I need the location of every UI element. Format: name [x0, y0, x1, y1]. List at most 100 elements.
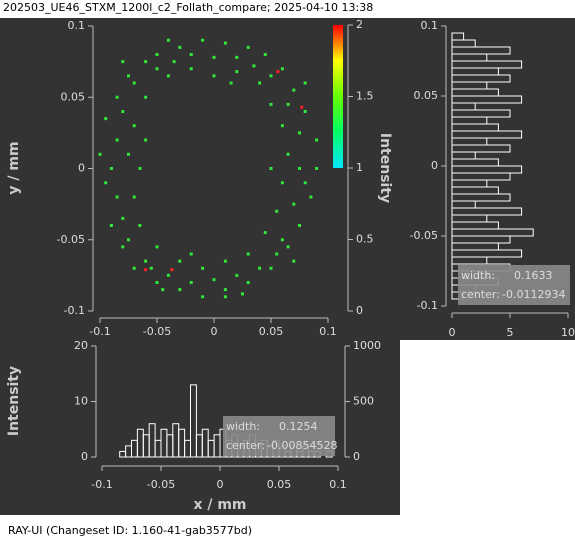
point: [263, 53, 267, 56]
stats-box: [223, 416, 335, 456]
point: [252, 64, 256, 68]
y-tick-label: -0.1: [417, 299, 438, 312]
bar: [451, 207, 523, 216]
x-tick-label: 0: [211, 325, 218, 338]
y-axis-label: y / mm: [6, 141, 22, 194]
point: [263, 231, 267, 235]
point: [121, 216, 125, 220]
y-tick-label: 1000: [353, 339, 381, 352]
y-tick-label: 0.05: [414, 89, 439, 102]
y-tick-label: 0: [353, 450, 360, 463]
y-tick-label: 1: [356, 161, 363, 174]
point: [138, 224, 142, 227]
point: [144, 60, 148, 64]
point: [292, 88, 296, 92]
point: [178, 288, 182, 292]
point: [189, 53, 193, 56]
point: [269, 74, 273, 78]
x-tick-label: 5: [507, 326, 514, 339]
point: [280, 238, 284, 242]
point: [138, 167, 142, 170]
y-tick-label: -0.05: [410, 229, 438, 242]
x-tick-label: 0.1: [319, 325, 337, 338]
point: [212, 55, 216, 59]
y-tick-label: 0.1: [421, 19, 439, 32]
x-tick-label: -0.1: [91, 478, 112, 491]
y-tick-label: 20: [74, 339, 88, 352]
point: [286, 102, 290, 106]
point: [132, 266, 136, 270]
bar: [451, 109, 511, 118]
point: [246, 281, 250, 284]
point: [155, 53, 159, 56]
stats-label: width:: [461, 269, 495, 282]
point: [127, 152, 130, 156]
point: [303, 181, 307, 185]
point: [280, 67, 284, 71]
point: [303, 81, 307, 85]
x-tick-label: 0.05: [259, 325, 284, 338]
point: [132, 195, 136, 199]
status-bar: RAY-UI (Changeset ID: 1.160-41-gab3577bd…: [8, 524, 252, 537]
point: [115, 138, 119, 142]
point: [127, 74, 130, 78]
point: [121, 60, 125, 64]
point: [315, 167, 319, 170]
stats-label: center:: [461, 288, 500, 301]
point: [155, 245, 159, 249]
point: [189, 252, 193, 256]
y-tick-label: -0.1: [64, 304, 85, 317]
point: [166, 273, 170, 277]
x-tick-label: -0.1: [89, 325, 110, 338]
x-tick-label: 10: [561, 326, 575, 339]
stats-box: [458, 265, 570, 305]
point: [212, 278, 216, 282]
point: [189, 281, 193, 284]
point: [246, 45, 250, 49]
point: [223, 288, 227, 292]
point: [292, 259, 296, 263]
point: [98, 152, 102, 156]
point: [104, 181, 108, 185]
point: [201, 38, 205, 42]
point: [132, 124, 136, 128]
point: [298, 224, 301, 227]
point: [298, 131, 301, 135]
y-axis-label: Intensity: [6, 366, 22, 436]
point: [166, 74, 170, 78]
point: [235, 273, 239, 277]
bar: [190, 384, 197, 458]
point: [269, 102, 273, 106]
y-tick-label: 0: [356, 304, 363, 317]
y-tick-label: 1.5: [356, 90, 374, 103]
point: [303, 110, 307, 113]
point: [223, 259, 227, 263]
point: [223, 295, 227, 299]
y-tick-label: 0: [431, 159, 438, 172]
point: [155, 281, 159, 284]
point: [258, 266, 262, 270]
point: [258, 81, 262, 85]
bar: [451, 32, 465, 41]
stats-value: -0.0112934: [502, 288, 565, 301]
point: [212, 74, 216, 78]
point: [235, 55, 239, 59]
stats-value: 0.1633: [514, 269, 553, 282]
x-tick-label: 0: [217, 478, 224, 491]
point: [161, 288, 165, 292]
point: [229, 81, 233, 85]
point: [172, 60, 176, 64]
point: [235, 70, 239, 74]
x-tick-label: -0.05: [143, 325, 171, 338]
point: [109, 167, 113, 170]
x-axis-label: x / mm: [193, 497, 246, 513]
bar: [451, 46, 511, 55]
point: [166, 38, 170, 42]
point: [280, 181, 284, 185]
stats-value: 0.1254: [279, 420, 318, 433]
y-tick-label: 10: [74, 395, 88, 408]
x-tick-label: -0.05: [147, 478, 175, 491]
point: [276, 70, 280, 74]
point: [178, 259, 182, 263]
